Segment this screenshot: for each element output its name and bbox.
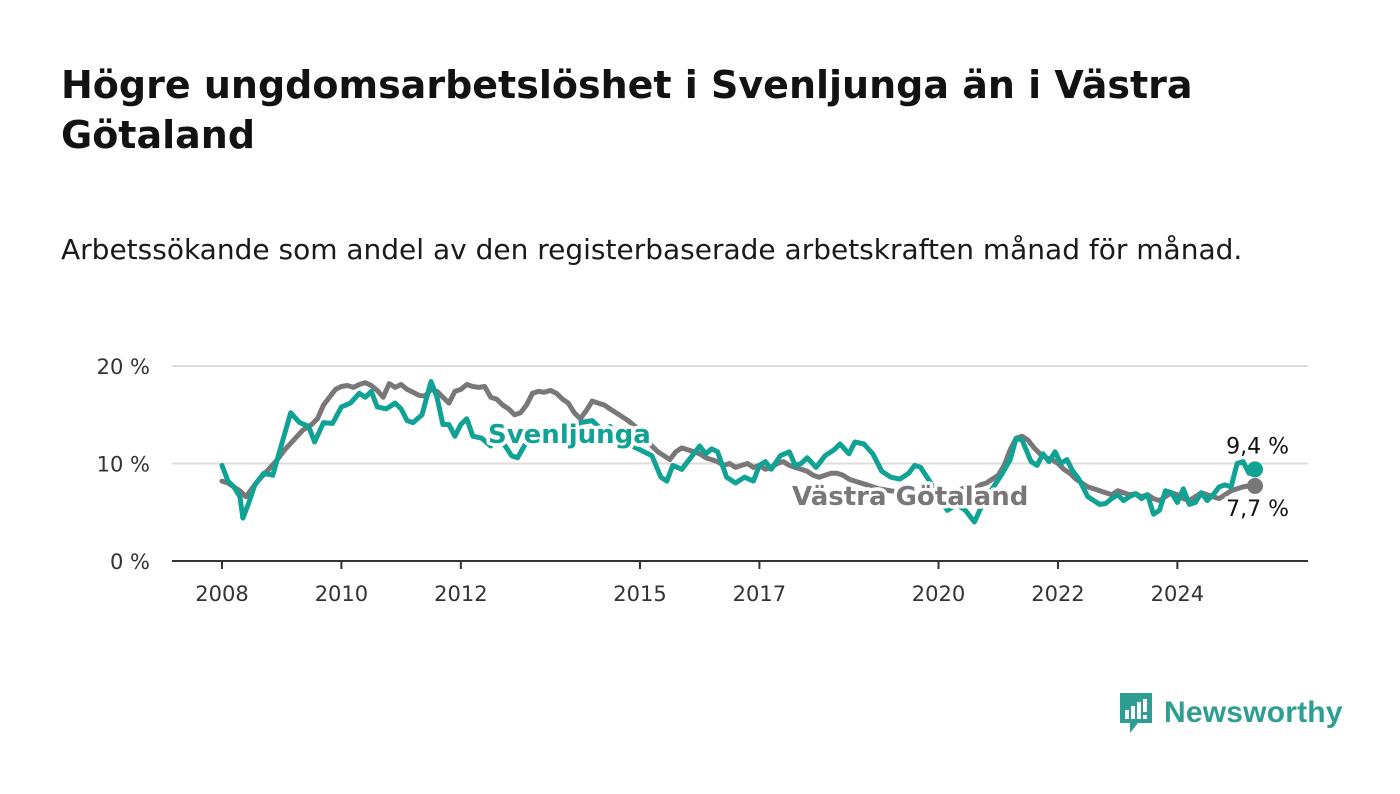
- y-tick-label: 0 %: [110, 550, 150, 574]
- x-tick-label: 2008: [195, 582, 248, 606]
- newsworthy-logo: Newsworthy: [1118, 690, 1343, 736]
- series-label-vastra-gotaland: Västra Götaland: [792, 482, 1028, 512]
- series-line-svenljunga: [219, 379, 1258, 525]
- end-point-vastra-gotaland: [1247, 477, 1263, 494]
- end-label-svenljunga: 9,4 %: [1226, 434, 1289, 459]
- series-line-vastra-gotaland: [219, 380, 1258, 504]
- x-tick-label: 2010: [315, 582, 368, 606]
- end-point-svenljunga: [1247, 461, 1263, 478]
- x-tick-label: 2017: [733, 582, 786, 606]
- end-label-vastra-gotaland: 7,7 %: [1226, 497, 1289, 522]
- newsworthy-logo-icon: [1120, 693, 1152, 733]
- x-tick-label: 2020: [912, 582, 965, 606]
- x-tick-label: 2024: [1151, 582, 1204, 606]
- chart-subtitle: Arbetssökande som andel av den registerb…: [61, 233, 1243, 266]
- series-label-svenljunga: Svenljunga: [488, 420, 651, 450]
- chart-title: Högre ungdomsarbetslöshet i Svenljunga ä…: [61, 63, 1193, 157]
- x-tick-label: 2015: [613, 582, 666, 606]
- line-chart: 0 % 10 % 20 % 2008 2010 2012 2015 2017 2020 2022 2…: [97, 355, 1308, 606]
- y-tick-label: 10 %: [97, 453, 150, 477]
- x-tick-label: 2012: [434, 582, 487, 606]
- y-tick-label: 20 %: [97, 355, 150, 379]
- brand-name: Newsworthy: [1164, 696, 1343, 729]
- x-tick-label: 2022: [1031, 582, 1084, 606]
